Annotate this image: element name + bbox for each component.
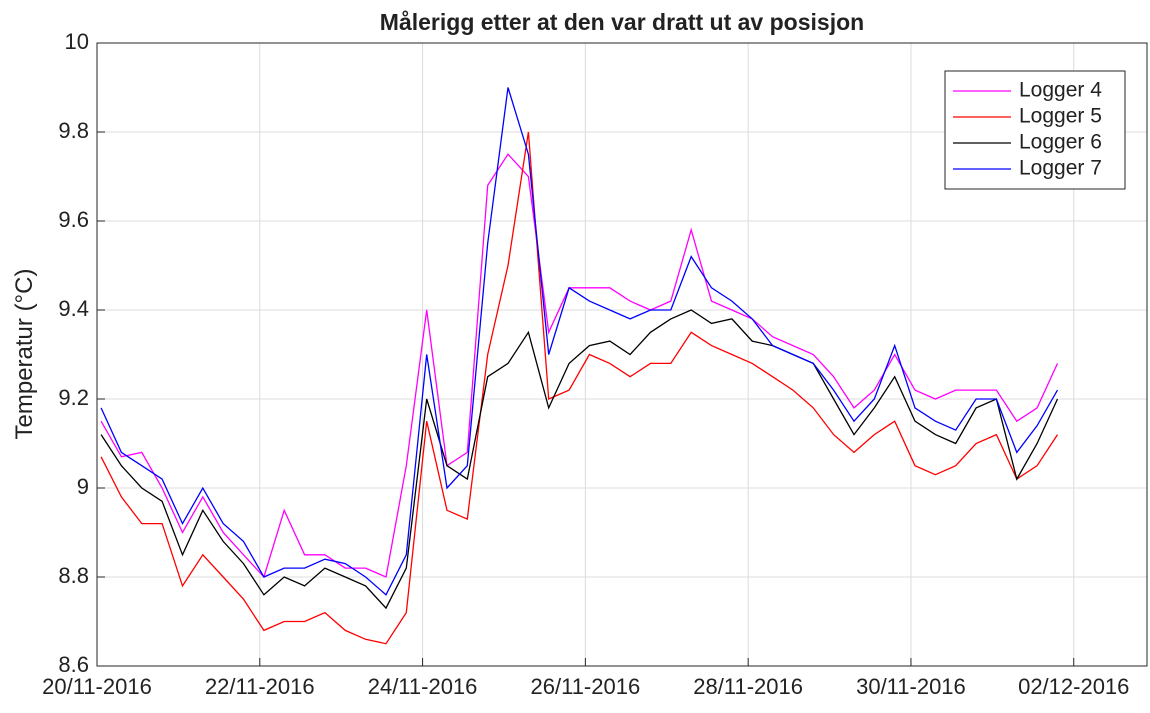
y-tick-label: 8.8 (58, 563, 89, 588)
legend-label: Logger 5 (1019, 105, 1102, 128)
legend-label: Logger 4 (1019, 79, 1102, 102)
legend-label: Logger 6 (1019, 131, 1102, 154)
legend-label: Logger 7 (1019, 157, 1102, 180)
legend: Logger 4 Logger 5 Logger 6 Logger 7 (944, 70, 1126, 190)
x-tick-label: 30/11-2016 (856, 674, 966, 699)
x-tick-label: 20/11-2016 (42, 674, 152, 699)
x-tick-label: 28/11-2016 (693, 674, 803, 699)
y-axis-label: Temperatur (°C) (11, 269, 38, 440)
series-line (100, 87, 1059, 596)
chart-title: Målerigg etter at den var dratt ut av po… (380, 9, 864, 35)
series-line (100, 309, 1059, 610)
y-tick-label: 9.2 (58, 385, 89, 410)
series-line (100, 153, 1059, 579)
y-tick-label: 9 (77, 474, 89, 499)
axes-box (96, 42, 1148, 667)
y-tick-label: 9.6 (58, 207, 89, 232)
series-line (100, 131, 1059, 645)
x-tick-label: 24/11-2016 (368, 674, 478, 699)
y-tick-label: 10 (65, 29, 89, 54)
y-tick-label: 8.6 (58, 652, 89, 677)
x-tick-label: 26/11-2016 (531, 674, 641, 699)
y-tick-label: 9.8 (58, 118, 89, 143)
x-tick-label: 22/11-2016 (205, 674, 315, 699)
x-tick-label: 02/12-2016 (1018, 674, 1129, 699)
y-tick-label: 9.4 (58, 296, 89, 321)
